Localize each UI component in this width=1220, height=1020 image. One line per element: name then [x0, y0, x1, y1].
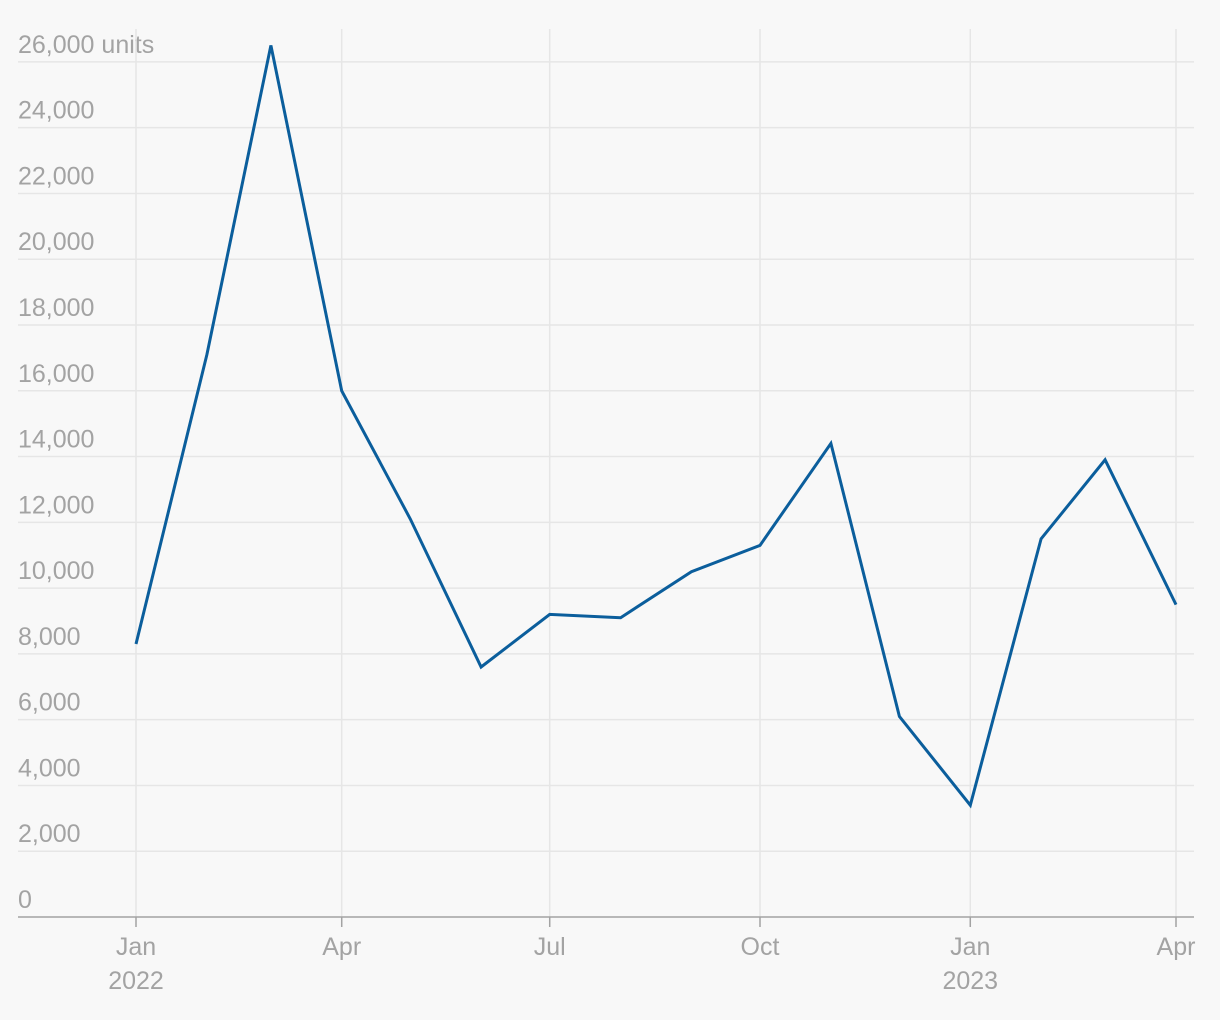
- y-tick-label: 20,000: [18, 228, 94, 256]
- y-tick-label: 26,000 units: [18, 31, 154, 59]
- x-tick-year: 2022: [108, 967, 164, 995]
- y-tick-label: 14,000: [18, 426, 94, 454]
- data-line: [134, 45, 1178, 809]
- x-tick-label: Jan: [116, 933, 156, 961]
- x-tick-label: Jan: [950, 933, 990, 961]
- y-tick-label: 2,000: [18, 820, 81, 848]
- y-tick-label: 10,000: [18, 557, 94, 585]
- y-tick-label: 22,000: [18, 162, 94, 190]
- y-tick-label: 12,000: [18, 491, 94, 519]
- y-tick-label: 8,000: [18, 623, 81, 651]
- x-tick-label: Apr: [1157, 933, 1196, 961]
- y-tick-label: 6,000: [18, 689, 81, 717]
- x-tick-label: Apr: [322, 933, 361, 961]
- x-tick-label: Jul: [534, 933, 566, 961]
- y-tick-label: 0: [18, 886, 32, 914]
- y-tick-label: 16,000: [18, 360, 94, 388]
- x-tick-year: 2023: [942, 967, 998, 995]
- y-tick-label: 4,000: [18, 754, 81, 782]
- y-tick-label: 24,000: [18, 97, 94, 125]
- x-tick-label: Oct: [741, 933, 780, 961]
- y-tick-label: 18,000: [18, 294, 94, 322]
